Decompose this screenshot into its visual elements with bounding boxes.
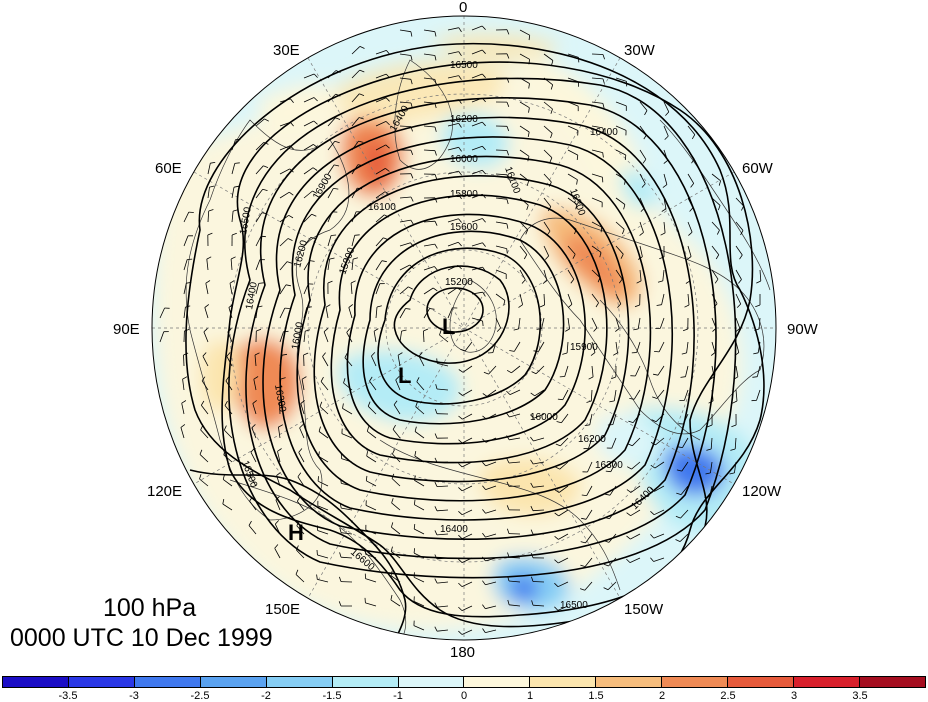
color-bar-swatch: [728, 677, 795, 687]
lon-label-60e: 60E: [155, 160, 182, 177]
contour-label: 16000: [450, 154, 478, 165]
lon-label-30e: 30E: [273, 42, 300, 59]
color-bar-swatch: [859, 677, 925, 687]
height-contours: [185, 42, 765, 640]
lon-label-90e: 90E: [113, 321, 140, 338]
contour-label: 16500: [450, 60, 478, 71]
color-bar-tick-label: 0: [460, 690, 468, 702]
pressure-level-caption: 100 hPa: [103, 594, 197, 622]
color-bar-swatch: [3, 677, 69, 687]
color-bar-swatch: [662, 677, 729, 687]
color-bar-swatch: [464, 677, 531, 687]
contour-label: 15200: [445, 277, 473, 288]
pressure-centers: L L H: [288, 314, 455, 545]
color-bar-tick-label: 2.5: [720, 690, 736, 702]
anomaly-shading: [155, 33, 760, 630]
lon-label-90w: 90W: [787, 321, 818, 338]
valid-time-caption: 0000 UTC 10 Dec 1999: [10, 624, 273, 652]
contour-label: 16200: [578, 434, 606, 445]
wind-barbs: [159, 25, 762, 635]
color-bar-tick-label: -3: [129, 690, 139, 702]
contour-label: 16500: [238, 206, 254, 236]
contour-label: 16300: [272, 384, 288, 414]
contour-label: 16000: [290, 321, 306, 351]
color-bar: [2, 676, 926, 688]
high-center: H: [288, 520, 304, 545]
color-bar-swatch: [68, 677, 135, 687]
color-bar-tick-label: -2: [261, 690, 271, 702]
contour-label: 16000: [530, 412, 558, 423]
map-boundary: [151, 15, 777, 641]
lon-label-150w: 150W: [624, 601, 664, 618]
contour-label: 15800: [450, 189, 478, 200]
lon-label-30w: 30W: [624, 42, 655, 59]
color-bar-tick-label: 1: [526, 690, 534, 702]
color-bar-tick-label: -1: [393, 690, 403, 702]
contour-label: 16100: [368, 202, 396, 213]
contour-label: 16300: [595, 460, 623, 471]
contour-label: 16200: [450, 114, 478, 125]
color-bar-tick-label: -3.5: [58, 690, 78, 702]
lon-label-180: 180: [450, 644, 476, 661]
color-bar-swatch: [134, 677, 201, 687]
color-bar-swatch: [596, 677, 663, 687]
low-center: L: [442, 314, 455, 339]
color-bar-tick-label: 1.5: [588, 690, 604, 702]
contour-label: 16400: [244, 281, 260, 311]
color-bar-tick-label: -1.5: [322, 690, 342, 702]
color-bar-tick-label: 3: [790, 690, 798, 702]
lon-label-120e: 120E: [147, 483, 183, 500]
color-bar-swatch: [398, 677, 465, 687]
contour-label: 15900: [570, 342, 598, 353]
contour-label: 16500: [560, 600, 588, 611]
color-bar-tick-label: 2: [658, 690, 666, 702]
color-bar-tick-label: 3.5: [852, 690, 868, 702]
color-bar-tick-label: -2.5: [190, 690, 210, 702]
contour-label: 16400: [590, 127, 618, 138]
lon-label-60w: 60W: [742, 160, 773, 177]
color-bar-swatch: [530, 677, 597, 687]
contour-label: 16400: [440, 524, 468, 535]
low-center: L: [398, 363, 411, 388]
lon-label-0: 0: [459, 0, 468, 16]
lon-label-150e: 150E: [265, 601, 301, 618]
lon-label-120w: 120W: [742, 483, 782, 500]
contour-label: 15600: [450, 222, 478, 233]
color-bar-swatch: [794, 677, 860, 687]
color-bar-swatch: [266, 677, 333, 687]
color-bar-swatch: [200, 677, 267, 687]
color-bar-swatch: [332, 677, 399, 687]
